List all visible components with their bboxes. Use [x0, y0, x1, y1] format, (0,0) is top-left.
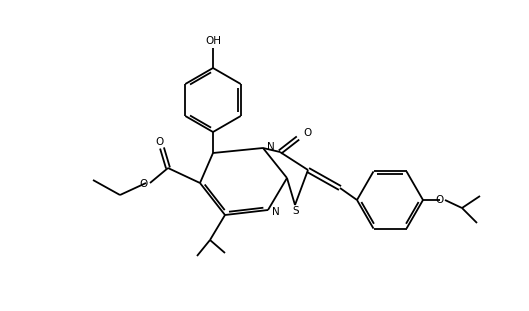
Text: O: O [155, 137, 163, 147]
Text: O: O [139, 179, 147, 189]
Text: O: O [303, 128, 311, 138]
Text: S: S [293, 206, 299, 216]
Text: N: N [267, 142, 275, 152]
Text: OH: OH [205, 36, 221, 46]
Text: O: O [436, 195, 444, 205]
Text: N: N [272, 207, 280, 217]
